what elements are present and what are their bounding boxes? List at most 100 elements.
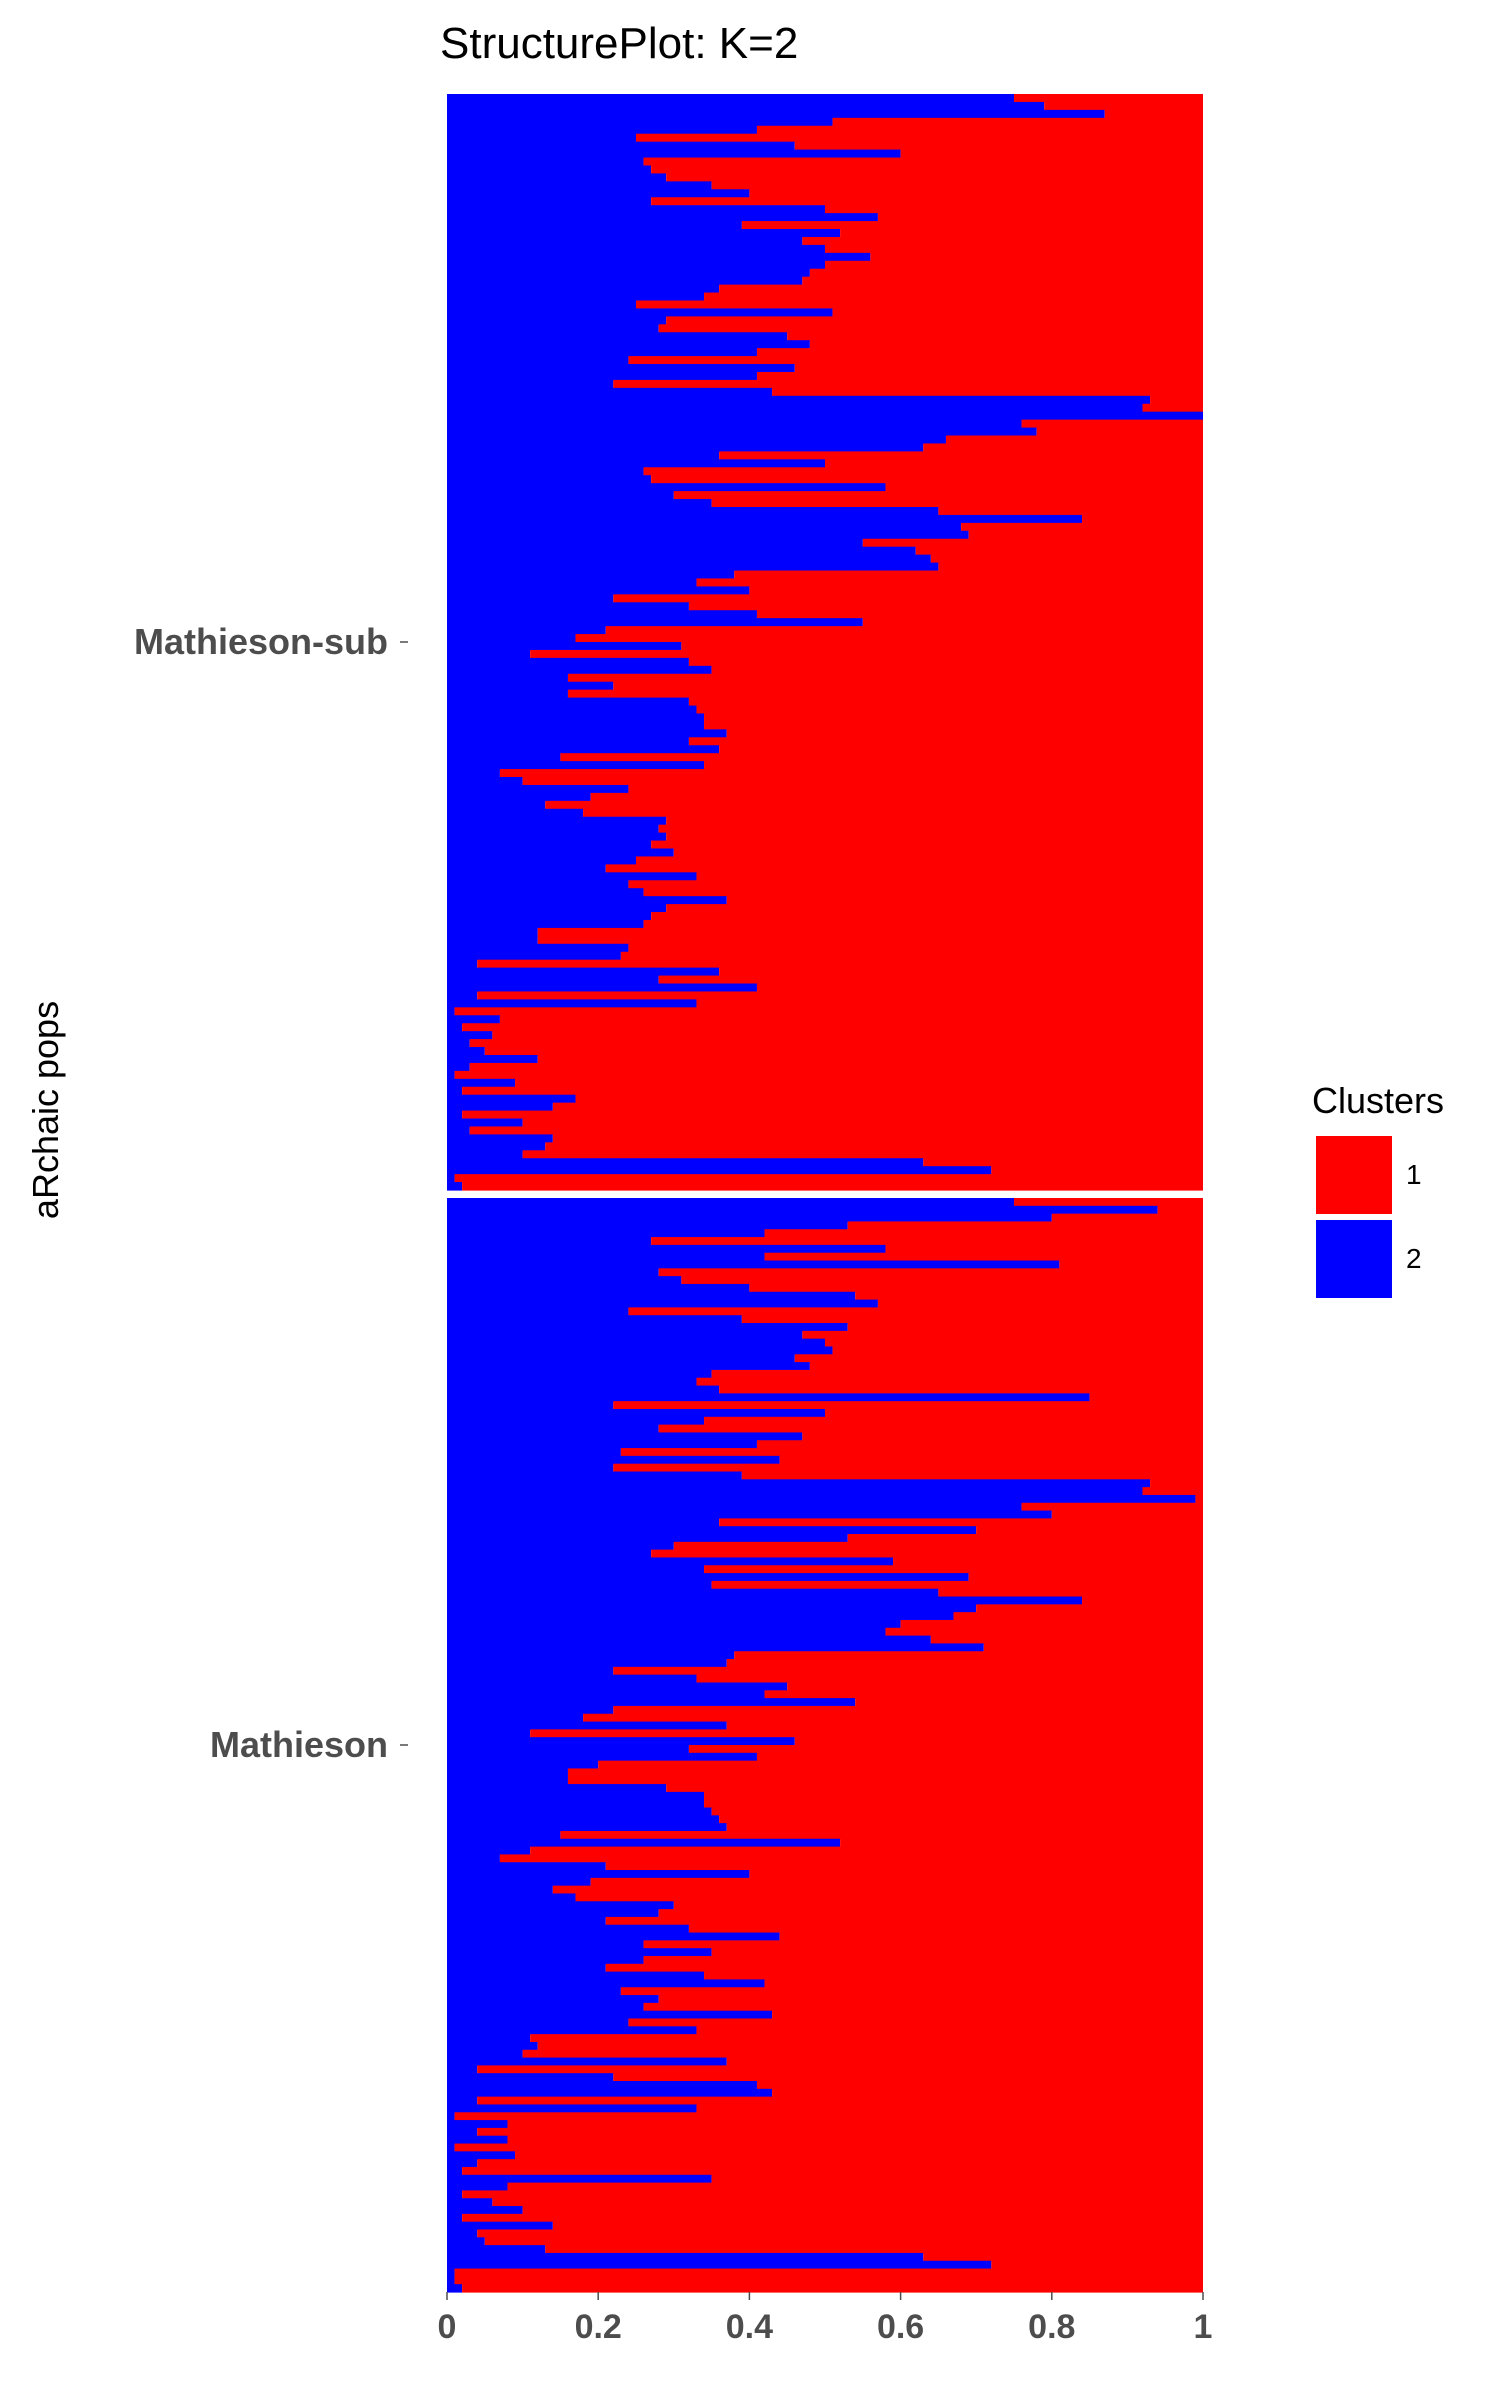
bar-cluster-2 <box>447 1455 780 1465</box>
bar-cluster-2 <box>447 745 720 754</box>
bar-cluster-1 <box>885 483 1203 492</box>
bar-cluster-2 <box>447 411 1203 421</box>
bar-cluster-2 <box>447 2198 493 2207</box>
bar-cluster-1 <box>605 1963 1203 1973</box>
bar-cluster-1 <box>855 1291 1203 1301</box>
bar-cluster-2 <box>447 165 652 175</box>
bar-cluster-1 <box>673 848 1203 858</box>
bar-cluster-1 <box>794 1737 1203 1746</box>
bar-cluster-2 <box>447 1729 531 1738</box>
bar-cluster-2 <box>447 649 531 659</box>
bar-cluster-1 <box>938 506 1203 516</box>
bar-cluster-2 <box>447 1862 606 1871</box>
bar-cluster-2 <box>447 125 757 135</box>
bar-cluster-1 <box>688 697 1203 707</box>
x-tick-label: 0.8 <box>1028 2308 1075 2346</box>
bar-cluster-1 <box>877 213 1203 222</box>
bar-cluster-2 <box>447 1752 757 1762</box>
bar-cluster-2 <box>447 1604 977 1613</box>
bar-cluster-2 <box>447 435 946 445</box>
bar-cluster-1 <box>764 1979 1203 1988</box>
bar-cluster-2 <box>447 324 659 333</box>
bar-cluster-2 <box>447 1448 621 1457</box>
bar-cluster-1 <box>515 1078 1203 1088</box>
bar-cluster-1 <box>862 538 1203 548</box>
bar-cluster-2 <box>447 149 901 159</box>
bar-cluster-1 <box>802 1432 1203 1441</box>
bar-cluster-2 <box>447 1596 1083 1605</box>
bar-cluster-2 <box>447 475 652 484</box>
bar-cluster-1 <box>666 1784 1203 1793</box>
bar-cluster-2 <box>447 792 591 802</box>
bar-cluster-1 <box>1082 1596 1203 1605</box>
bar-cluster-2 <box>447 1494 1196 1504</box>
bar-cluster-2 <box>447 2221 553 2231</box>
bar-cluster-2 <box>447 109 1105 119</box>
bar-cluster-1 <box>870 252 1203 262</box>
bar-cluster-1 <box>613 1705 1203 1715</box>
bar-cluster-2 <box>447 133 636 143</box>
bar-cluster-2 <box>447 268 810 278</box>
bar-cluster-2 <box>447 173 667 182</box>
bar-cluster-1 <box>900 149 1203 159</box>
bar-cluster-1 <box>885 1244 1203 1254</box>
bar-cluster-2 <box>447 1807 712 1816</box>
bar-cluster-1 <box>477 991 1203 1000</box>
bar-cluster-1 <box>613 681 1203 691</box>
bar-cluster-2 <box>447 959 478 969</box>
bar-cluster-2 <box>447 530 969 540</box>
x-tick-label: 1 <box>1194 2308 1213 2346</box>
bar-cluster-2 <box>447 2245 546 2254</box>
bar-cluster-1 <box>711 1948 1203 1957</box>
bar-cluster-2 <box>447 1134 553 1143</box>
bar-cluster-1 <box>688 1924 1203 1934</box>
bar-cluster-2 <box>447 1346 833 1355</box>
bar-cluster-2 <box>447 2096 478 2106</box>
bar-cluster-2 <box>447 340 810 349</box>
bar-cluster-2 <box>447 483 886 492</box>
bar-cluster-2 <box>447 1627 886 1637</box>
bar-cluster-2 <box>447 626 606 635</box>
bar-cluster-1 <box>832 308 1203 317</box>
bar-cluster-1 <box>704 713 1203 723</box>
bar-cluster-1 <box>583 808 1203 818</box>
bar-cluster-1 <box>666 316 1203 325</box>
bar-cluster-1 <box>726 1659 1203 1668</box>
bar-cluster-1 <box>613 1401 1203 1410</box>
bar-cluster-1 <box>688 657 1203 667</box>
bar-cluster-2 <box>447 2284 463 2293</box>
bar-cluster-1 <box>779 1455 1203 1465</box>
bar-cluster-1 <box>983 1643 1203 1652</box>
bar-cluster-2 <box>447 1307 629 1316</box>
bar-cluster-2 <box>447 252 871 262</box>
bar-cluster-1 <box>832 117 1203 127</box>
bar-cluster-2 <box>447 1315 742 1324</box>
bar-cluster-1 <box>643 1940 1203 1949</box>
bar-cluster-2 <box>447 2112 455 2121</box>
bar-cluster-2 <box>447 1940 644 1949</box>
bar-cluster-1 <box>1195 1494 1203 1504</box>
bar-cluster-2 <box>447 1408 825 1418</box>
x-axis: 0 0.2 0.4 0.6 0.8 1 <box>438 2292 1213 2346</box>
bar-cluster-1 <box>651 1237 1203 1246</box>
bar-cluster-2 <box>447 1659 727 1668</box>
bar-cluster-2 <box>447 1377 697 1387</box>
bar-cluster-1 <box>643 467 1203 476</box>
bar-cluster-2 <box>447 824 659 834</box>
bar-cluster-2 <box>447 1237 652 1246</box>
bar-cluster-2 <box>447 506 939 516</box>
bar-cluster-2 <box>447 451 720 460</box>
bar-cluster-1 <box>666 832 1203 842</box>
bar-cluster-2 <box>447 1291 856 1301</box>
bar-cluster-1 <box>620 1448 1203 1457</box>
bar-cluster-1 <box>772 2088 1203 2098</box>
bar-cluster-1 <box>492 2198 1203 2207</box>
bar-cluster-1 <box>756 371 1203 381</box>
bar-cluster-2 <box>447 538 863 548</box>
bar-cluster-1 <box>719 1385 1203 1394</box>
bar-cluster-2 <box>447 2127 478 2137</box>
bar-cluster-2 <box>447 1385 720 1394</box>
bar-cluster-2 <box>447 1323 848 1332</box>
bar-cluster-2 <box>447 2057 727 2066</box>
bar-cluster-1 <box>545 800 1203 810</box>
